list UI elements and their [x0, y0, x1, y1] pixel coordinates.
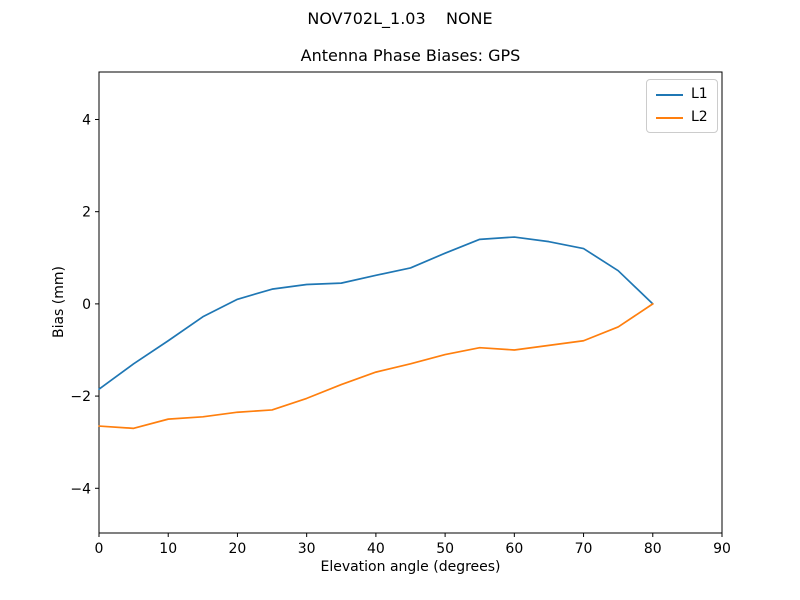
- x-tick-label: 0: [95, 541, 104, 557]
- x-tick-label: 20: [229, 541, 247, 557]
- x-tick-label: 10: [159, 541, 177, 557]
- axes-title: Antenna Phase Biases: GPS: [300, 46, 521, 65]
- y-tick-label: 4: [82, 112, 91, 128]
- y-axis-label: Bias (mm): [51, 265, 67, 339]
- x-axis-label: Elevation angle (degrees): [320, 559, 501, 575]
- x-tick-label: 50: [436, 541, 454, 557]
- x-tick-label: 40: [367, 541, 385, 557]
- l2-line-swatch: [656, 116, 683, 119]
- legend-item-l2: L2: [656, 110, 708, 125]
- figure-suptitle: NOV702L_1.03 NONE: [307, 9, 493, 28]
- legend: L1 L2: [646, 79, 718, 133]
- x-tick-label: 70: [575, 541, 593, 557]
- x-tick-label: 90: [713, 541, 731, 557]
- x-tick-label: 80: [644, 541, 662, 557]
- axes-frame: [98, 71, 723, 534]
- legend-label-l2: L2: [691, 109, 708, 125]
- y-tick-label: 0: [82, 297, 91, 313]
- x-tick-label: 30: [298, 541, 316, 557]
- legend-item-l1: L1: [656, 87, 708, 102]
- y-tick-label: −4: [70, 481, 91, 497]
- x-tick-label: 60: [505, 541, 523, 557]
- series-line-l2: [98, 303, 654, 430]
- legend-label-l1: L1: [691, 86, 708, 102]
- l1-line-swatch: [656, 93, 683, 96]
- y-tick-label: −2: [70, 389, 91, 405]
- y-tick-label: 2: [82, 205, 91, 221]
- series-line-l1: [98, 236, 654, 391]
